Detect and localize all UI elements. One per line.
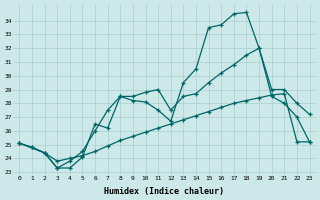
X-axis label: Humidex (Indice chaleur): Humidex (Indice chaleur) xyxy=(104,187,224,196)
